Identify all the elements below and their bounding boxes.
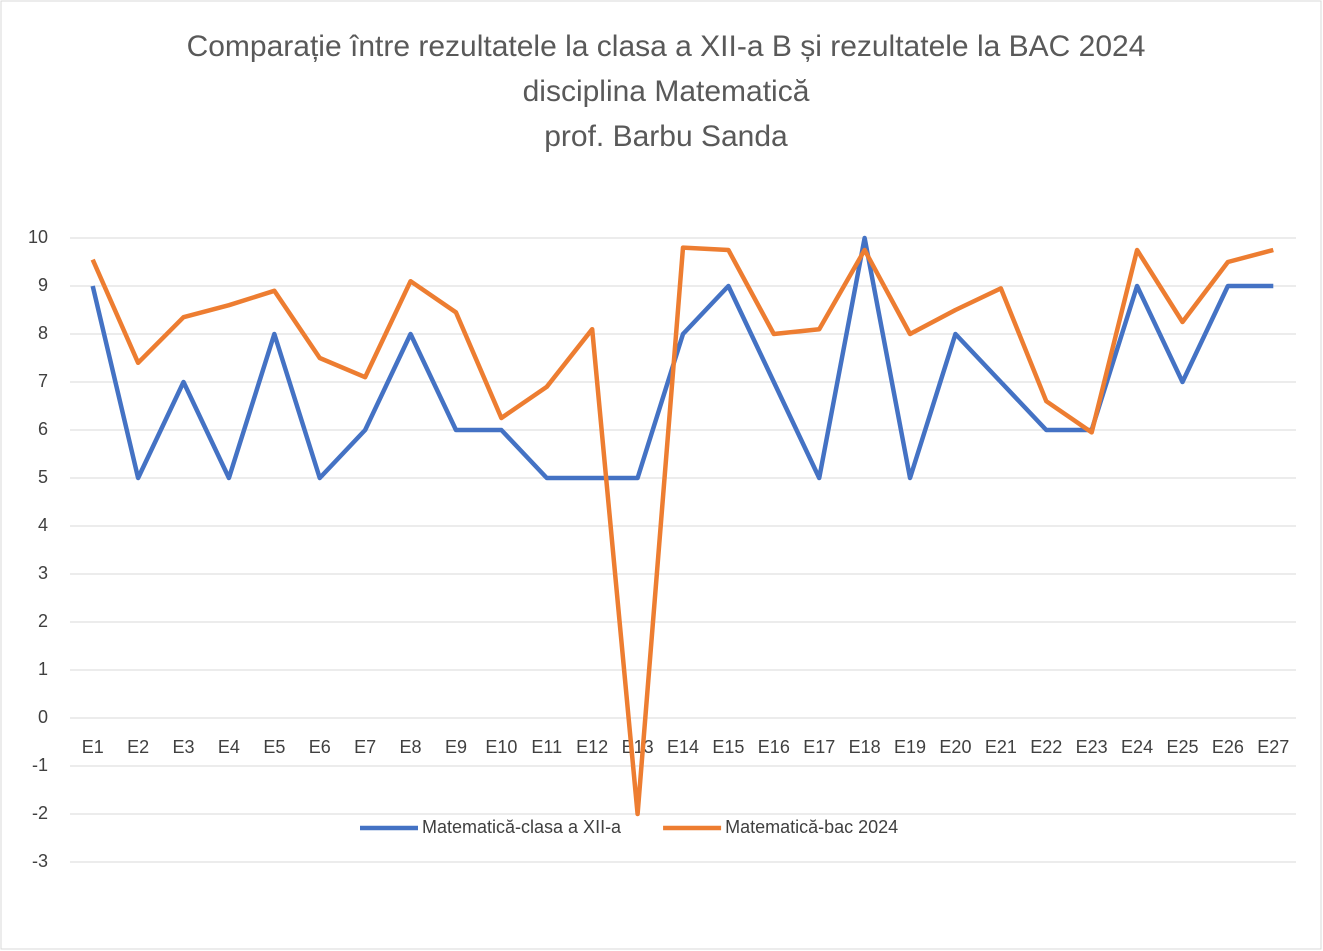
y-tick-label: 10 [28, 227, 48, 247]
x-tick-label: E21 [985, 737, 1017, 757]
y-tick-label: 7 [38, 371, 48, 391]
y-tick-label: 0 [38, 707, 48, 727]
y-tick-label: 9 [38, 275, 48, 295]
title-line: disciplina Matematică [522, 75, 810, 108]
x-tick-label: E16 [758, 737, 790, 757]
x-tick-label: E10 [485, 737, 517, 757]
y-tick-label: 3 [38, 563, 48, 583]
y-tick-label: 6 [38, 419, 48, 439]
y-tick-label: 5 [38, 467, 48, 487]
x-tick-label: E25 [1166, 737, 1198, 757]
series-line [90, 245, 1274, 817]
x-tick-label: E17 [803, 737, 835, 757]
y-tick-label: 2 [38, 611, 48, 631]
x-tick-label: E6 [309, 737, 331, 757]
x-tick-label: E8 [400, 737, 422, 757]
y-tick-label: -1 [32, 755, 48, 775]
legend-label: Matematică-clasa a XII-a [422, 817, 622, 837]
y-tick-label: 8 [38, 323, 48, 343]
y-tick-label: -3 [32, 851, 48, 871]
y-tick-label: -2 [32, 803, 48, 823]
x-tick-label: E13 [622, 737, 654, 757]
x-tick-label: E14 [667, 737, 699, 757]
x-tick-label: E4 [218, 737, 240, 757]
x-tick-label: E18 [849, 737, 881, 757]
series-line [90, 235, 1274, 481]
x-tick-label: E3 [173, 737, 195, 757]
x-tick-label: E11 [531, 737, 562, 757]
x-tick-label: E1 [82, 737, 104, 757]
y-tick-label: 4 [38, 515, 48, 535]
x-tick-label: E12 [576, 737, 608, 757]
x-tick-label: E23 [1076, 737, 1108, 757]
x-tick-label: E22 [1030, 737, 1062, 757]
x-tick-label: E20 [939, 737, 971, 757]
x-tick-label: E26 [1212, 737, 1244, 757]
x-tick-label: E2 [127, 737, 149, 757]
x-tick-label: E9 [445, 737, 467, 757]
x-tick-label: E27 [1257, 737, 1289, 757]
legend-label: Matematică-bac 2024 [725, 817, 898, 837]
chart-title: Comparație între rezultatele la clasa a … [161, 24, 1171, 159]
y-tick-label: 1 [38, 659, 48, 679]
title-line: prof. Barbu Sanda [544, 120, 788, 153]
title-line: Comparație între rezultatele la clasa a … [186, 30, 1146, 63]
x-tick-label: E24 [1121, 737, 1153, 757]
x-tick-label: E15 [712, 737, 744, 757]
x-tick-label: E19 [894, 737, 926, 757]
x-tick-label: E7 [354, 737, 376, 757]
x-tick-label: E5 [263, 737, 285, 757]
